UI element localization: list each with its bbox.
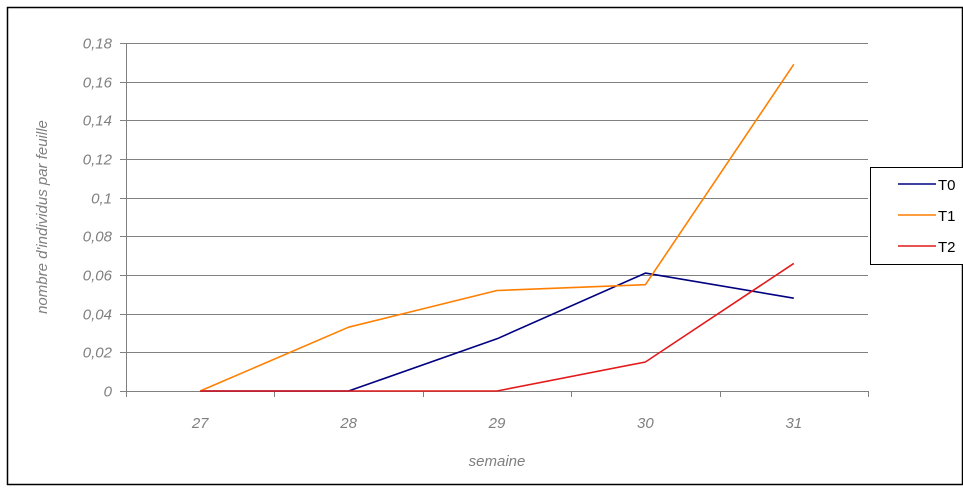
legend-label-t2: T2: [938, 239, 956, 256]
tick-labels: 0 0,02 0,04 0,06 0,08 0,1 0,12 0,14 0,16 0,18 27 28…: [83, 36, 802, 433]
y-tick-label: 0,18: [83, 36, 113, 53]
x-tick-label: 31: [785, 415, 802, 432]
x-tick-label: 29: [488, 415, 506, 432]
y-tick-label: 0,04: [83, 307, 112, 324]
y-tick-label: 0,14: [83, 113, 112, 130]
legend: T0 T1 T2: [871, 168, 963, 265]
y-tick-label: 0,06: [83, 268, 113, 285]
axes: [120, 43, 869, 397]
y-tick-label: 0: [104, 384, 113, 401]
y-tick-label: 0,02: [83, 345, 113, 362]
y-tick-label: 0,12: [83, 152, 113, 169]
y-axis-title: nombre d'individus par feuille: [34, 120, 51, 314]
x-tick-label: 30: [637, 415, 654, 432]
gridlines: [126, 44, 868, 353]
x-tick-label: 27: [191, 415, 209, 432]
chart-border: [8, 8, 963, 485]
series-line-t1: [200, 64, 794, 391]
legend-label-t1: T1: [938, 208, 956, 225]
y-tick-label: 0,08: [83, 229, 113, 246]
x-tick-label: 28: [339, 415, 357, 432]
y-tick-label: 0,1: [91, 191, 112, 208]
legend-label-t0: T0: [938, 177, 956, 194]
y-tick-label: 0,16: [83, 75, 113, 92]
series-lines: [200, 64, 794, 391]
x-axis-title: semaine: [469, 453, 526, 470]
